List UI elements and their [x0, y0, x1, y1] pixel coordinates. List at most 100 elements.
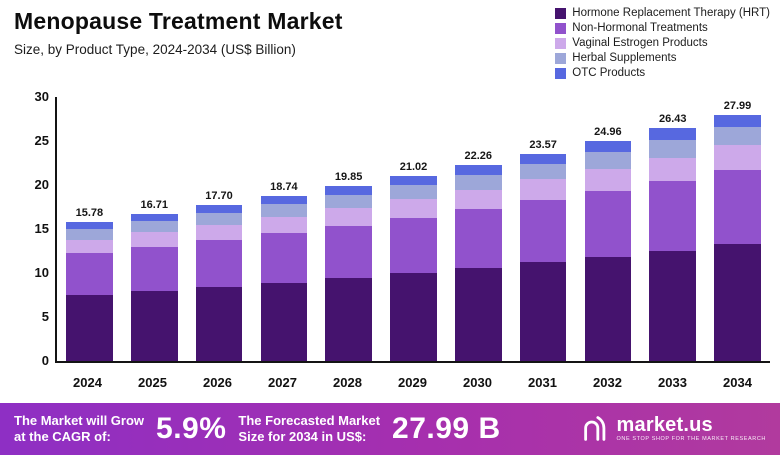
bar-total-label: 17.70: [205, 190, 233, 203]
bar-group: 16.71: [122, 97, 187, 361]
bar-segment: [66, 222, 113, 230]
bar-segment: [584, 168, 632, 191]
bar-total-label: 15.78: [75, 207, 104, 220]
stacked-bar: 15.78: [66, 97, 113, 361]
bar-segment: [390, 176, 437, 186]
x-axis-label: 2031: [528, 374, 557, 390]
bars-container: 15.78 16.71 17.70 18.74 19.85 21.02 22.26 23.57…: [57, 97, 770, 361]
bar-segment: [454, 209, 502, 268]
stacked-bar: 18.74: [260, 97, 308, 361]
bar-group: 23.57: [511, 97, 576, 361]
bar-segment: [195, 205, 243, 214]
stacked-bar: 23.57: [519, 97, 567, 361]
legend-swatch: [555, 37, 567, 49]
y-axis-tick-label: 30: [34, 89, 49, 104]
stacked-bar: 22.26: [454, 97, 502, 361]
legend-item: Herbal Supplements: [555, 52, 770, 64]
bar-total-label: 27.99: [723, 99, 752, 112]
bar-segment: [260, 196, 308, 205]
bar-total-label: 24.96: [594, 126, 622, 139]
forecast-label: The Forecasted Market Size for 2034 in U…: [238, 413, 380, 446]
legend-label: Herbal Supplements: [572, 52, 677, 64]
bar-group: 18.74: [251, 97, 316, 361]
legend-swatch: [555, 67, 567, 79]
bar-group: 19.85: [316, 97, 381, 361]
bar-segment: [519, 179, 567, 201]
bar-total-label: 22.26: [464, 150, 493, 163]
bar-segment: [714, 145, 761, 171]
forecast-value: 27.99 B: [392, 412, 501, 445]
x-axis-label: 2024: [73, 374, 102, 390]
x-axis-label: 2026: [203, 374, 232, 390]
bar-group: 15.78: [57, 97, 122, 361]
bar-segment: [454, 165, 502, 175]
bar-segment: [714, 114, 761, 127]
bar-group: 21.02: [381, 97, 446, 361]
y-axis-tick-label: 15: [34, 221, 49, 236]
bar-segment: [714, 126, 761, 146]
bar-segment: [66, 229, 113, 240]
bar-segment: [325, 225, 372, 279]
chart-subtitle: Size, by Product Type, 2024-2034 (US$ Bi…: [14, 42, 296, 57]
stacked-bar: 24.96: [584, 97, 632, 361]
bar-segment: [260, 216, 308, 234]
bar-segment: [325, 186, 372, 195]
bar-segment: [519, 262, 567, 361]
brand-name: market.us: [616, 414, 713, 437]
x-axis-label: 2028: [333, 374, 362, 390]
bar-total-label: 18.74: [270, 181, 298, 194]
bar-segment: [714, 170, 761, 244]
bar-segment: [260, 204, 308, 217]
bar-segment: [390, 217, 437, 274]
bar-segment: [584, 190, 632, 257]
y-axis-tick-label: 5: [41, 309, 49, 325]
bar-group: 26.43: [640, 97, 705, 361]
bar-segment: [130, 247, 178, 292]
x-axis-label: 2029: [398, 374, 427, 390]
bar-total-label: 23.57: [529, 138, 557, 151]
brand-text: market.us ONE STOP SHOP FOR THE MARKET R…: [617, 415, 766, 443]
stacked-bar: 19.85: [325, 97, 372, 361]
legend-swatch: [555, 7, 567, 19]
bar-segment: [649, 157, 697, 181]
stacked-bar: 16.71: [130, 97, 178, 361]
bar-total-label: 19.85: [334, 171, 363, 184]
stacked-bar: 21.02: [390, 97, 437, 361]
bar-segment: [130, 232, 178, 248]
bar-segment: [584, 141, 632, 153]
legend-label: OTC Products: [572, 67, 646, 79]
bar-segment: [260, 282, 308, 361]
legend-item: Non-Hormonal Treatments: [555, 22, 770, 34]
bar-total-label: 16.71: [140, 198, 168, 211]
bar-total-label: 21.02: [399, 161, 428, 174]
legend-item: Hormone Replacement Therapy (HRT): [555, 7, 770, 19]
legend-item: Vaginal Estrogen Products: [555, 37, 770, 49]
bar-segment: [260, 233, 308, 283]
x-axis-label: 2030: [463, 374, 492, 390]
bar-segment: [519, 163, 567, 180]
bottom-banner: The Market will Grow at the CAGR of: 5.9…: [0, 403, 780, 455]
legend-item: OTC Products: [555, 67, 770, 79]
bar-segment: [66, 239, 113, 254]
legend: Hormone Replacement Therapy (HRT) Non-Hor…: [555, 7, 770, 79]
bar-group: 27.99: [705, 97, 770, 361]
cagr-value: 5.9%: [156, 412, 227, 445]
bar-total-label: 26.43: [658, 113, 687, 126]
bar-segment: [195, 224, 243, 241]
bar-segment: [649, 250, 697, 361]
legend-swatch: [555, 52, 567, 64]
bar-segment: [519, 153, 567, 164]
brand-tagline: ONE STOP SHOP FOR THE MARKET RESEARCH: [616, 436, 766, 443]
bar-segment: [130, 213, 178, 222]
x-axis-label: 2033: [658, 374, 687, 390]
stacked-bar: 26.43: [649, 97, 697, 361]
bar-segment: [66, 253, 113, 295]
forecast-label-line2: Size for 2034 in US$:: [238, 429, 367, 444]
bar-segment: [584, 256, 632, 361]
bar-segment: [325, 194, 372, 209]
market-us-logo-icon: [580, 414, 610, 444]
x-axis-labels: 2024 2025 2026 2027 2028 2029 2030 2031 2032 2033…: [55, 371, 770, 393]
x-axis-label: 2027: [268, 374, 297, 390]
bar-segment: [390, 273, 437, 361]
x-axis-label: 2032: [593, 374, 622, 390]
